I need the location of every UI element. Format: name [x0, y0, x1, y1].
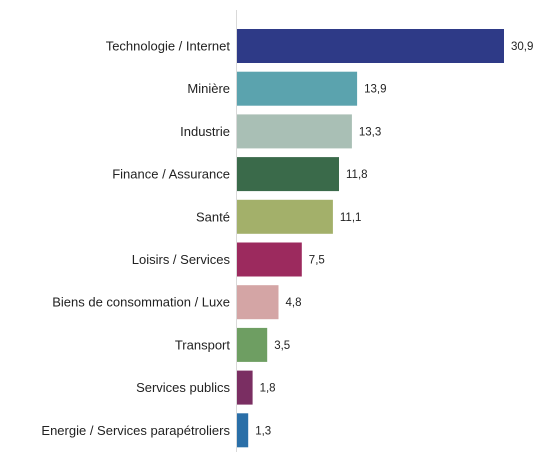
- bar-2: [237, 71, 358, 106]
- bar-4: [237, 157, 339, 192]
- category-label: Technologie / Internet: [106, 39, 231, 54]
- value-label: 1,3: [255, 425, 271, 437]
- category-label: Biens de consommation / Luxe: [52, 295, 230, 310]
- category-label: Energie / Services parapétroliers: [41, 423, 230, 438]
- bar-9: [237, 370, 253, 405]
- value-label: 13,3: [359, 126, 381, 138]
- bar-7: [237, 285, 279, 320]
- bar-8: [237, 327, 268, 362]
- value-label: 3,5: [274, 340, 290, 352]
- bar-10: [237, 413, 249, 448]
- bar-5: [237, 199, 333, 234]
- value-label: 11,1: [340, 212, 362, 224]
- category-label: Transport: [175, 337, 231, 352]
- value-label: 7,5: [309, 255, 325, 267]
- value-label: 13,9: [364, 84, 386, 96]
- category-label: Santé: [196, 209, 230, 224]
- category-label: Minière: [187, 81, 230, 96]
- bar-3: [237, 114, 352, 149]
- value-label: 11,8: [346, 169, 368, 181]
- value-label: 4,8: [286, 297, 302, 309]
- category-label: Finance / Assurance: [112, 167, 230, 182]
- category-label: Industrie: [180, 124, 230, 139]
- category-labels-group: Technologie / Internet Minière Industrie Fi…: [41, 39, 230, 438]
- bar-1: [237, 29, 504, 63]
- bars-group: [237, 29, 504, 448]
- value-labels-group: 30,9 13,9 13,3 11,8 11,1 7,5 4,8 3,5 1,8 1,3: [255, 41, 533, 437]
- category-label: Services publics: [136, 380, 230, 395]
- value-label: 1,8: [260, 383, 276, 395]
- category-label: Loisirs / Services: [132, 252, 231, 267]
- bar-6: [237, 242, 302, 277]
- value-label: 30,9: [511, 41, 533, 53]
